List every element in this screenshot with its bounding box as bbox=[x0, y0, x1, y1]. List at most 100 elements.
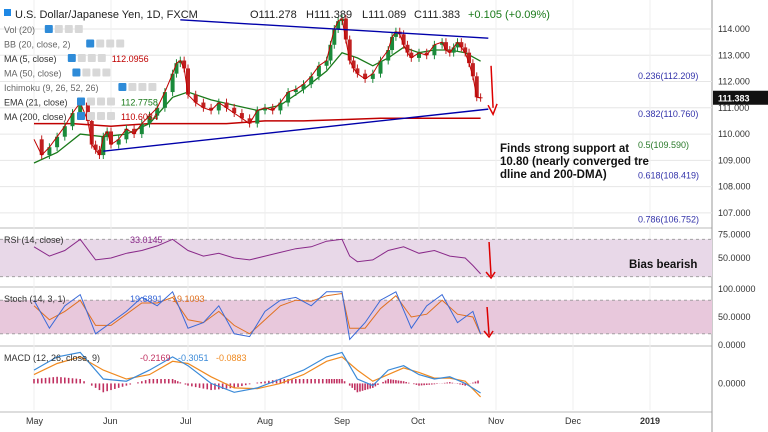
candle-body bbox=[224, 102, 229, 108]
candle-body bbox=[155, 107, 160, 116]
trendline-support bbox=[103, 108, 489, 152]
legend-control-icon[interactable] bbox=[64, 25, 73, 33]
fib-level-label: 0.786(106.752) bbox=[638, 214, 699, 224]
chart-title: U.S. Dollar/Japanese Yen, 1D, FXCM bbox=[15, 9, 198, 21]
x-tick-label: Nov bbox=[488, 416, 505, 426]
rsi-bearish-arrow bbox=[488, 241, 492, 277]
legend-item-value: 110.6034 bbox=[121, 112, 158, 122]
price-line bbox=[33, 17, 481, 157]
x-tick-label: Jul bbox=[180, 416, 192, 426]
x-tick-label: Oct bbox=[411, 416, 426, 426]
price-tick-label: 114.000 bbox=[718, 24, 750, 34]
legend-control-icon[interactable] bbox=[107, 112, 115, 120]
candle-body bbox=[451, 47, 456, 53]
legend-control-icon[interactable] bbox=[44, 25, 53, 33]
x-tick-label: 2019 bbox=[640, 416, 660, 426]
legend-control-icon[interactable] bbox=[97, 97, 105, 106]
candle-body bbox=[170, 73, 175, 93]
legend-control-icon[interactable] bbox=[77, 97, 85, 106]
candle-body bbox=[443, 42, 448, 51]
ma200-line bbox=[34, 117, 481, 127]
candle-body bbox=[89, 120, 94, 145]
candle-body bbox=[278, 102, 283, 111]
candle-body bbox=[459, 42, 464, 48]
candle-body bbox=[201, 102, 206, 108]
candle-body bbox=[78, 102, 83, 114]
legend-control-icon[interactable] bbox=[87, 97, 95, 106]
x-tick-label: May bbox=[26, 416, 44, 426]
macd-signal-value: -0.3051 bbox=[178, 353, 209, 363]
legend-control-icon[interactable] bbox=[96, 39, 105, 48]
legend-control-icon[interactable] bbox=[87, 112, 95, 120]
annotation-support: Finds strong support at 10.80 (nearly co… bbox=[500, 143, 652, 181]
legend-control-icon[interactable] bbox=[107, 97, 115, 106]
x-tick-label: Sep bbox=[334, 416, 350, 426]
legend-control-icon[interactable] bbox=[148, 83, 157, 91]
candle-body bbox=[370, 73, 375, 79]
candle-body bbox=[447, 50, 452, 53]
candle-body bbox=[97, 149, 102, 156]
annotation-bias: Bias bearish bbox=[629, 259, 697, 271]
stoch-tick-label: 100.0000 bbox=[718, 284, 756, 294]
legend-control-icon[interactable] bbox=[97, 112, 105, 120]
main-panel: 0.236(112.209) 0.382(110.760) 0.5(109.590)… bbox=[33, 14, 699, 224]
legend-control-icon[interactable] bbox=[116, 39, 125, 48]
candle-body bbox=[55, 136, 60, 148]
legend-item-label: Ichimoku (9, 26, 52, 26) bbox=[4, 83, 99, 93]
last-price-tag bbox=[713, 90, 768, 105]
legend-control-icon[interactable] bbox=[118, 83, 127, 91]
candle-body bbox=[390, 36, 395, 51]
ohlc-change: +0.105 (+0.09%) bbox=[468, 9, 550, 21]
legend-control-icon[interactable] bbox=[106, 39, 115, 48]
fib-level-label: 0.5(109.590) bbox=[638, 140, 689, 150]
candle-body bbox=[378, 60, 383, 74]
candle-body bbox=[247, 118, 252, 124]
legend-control-icon[interactable] bbox=[77, 112, 85, 120]
fib-level-label: 0.382(110.760) bbox=[638, 109, 698, 119]
candle-body bbox=[139, 123, 144, 135]
legend-control-icon[interactable] bbox=[67, 54, 76, 62]
candle-body bbox=[239, 113, 244, 119]
fib-level-label: 0.618(108.419) bbox=[638, 171, 699, 181]
candle-body bbox=[401, 34, 406, 45]
trendline-resistance bbox=[180, 19, 489, 39]
legend-control-icon[interactable] bbox=[138, 83, 147, 91]
legend-control-icon[interactable] bbox=[86, 39, 95, 48]
legend-control-icon[interactable] bbox=[102, 68, 111, 77]
legend-control-icon[interactable] bbox=[72, 68, 81, 77]
macd-line bbox=[33, 351, 481, 394]
legend-control-icon[interactable] bbox=[82, 68, 91, 77]
last-price-label: 111.383 bbox=[718, 94, 750, 104]
legend-control-icon[interactable] bbox=[87, 54, 96, 62]
rsi-bearish-arrow-head bbox=[485, 271, 496, 280]
annotation-text: Finds strong support at 10.80 (nearly co… bbox=[500, 143, 652, 181]
candle-body bbox=[193, 94, 198, 103]
candle-body bbox=[124, 128, 129, 140]
candle-body bbox=[286, 92, 291, 103]
legend-control-icon[interactable] bbox=[92, 68, 101, 77]
candle-body bbox=[293, 89, 298, 93]
legend-item-label: MA (50, close) bbox=[4, 69, 62, 79]
legend-control-icon[interactable] bbox=[77, 54, 86, 62]
macd-hist-value: -0.0883 bbox=[216, 353, 247, 363]
legend-control-icon[interactable] bbox=[97, 54, 106, 62]
legend-control-icon[interactable] bbox=[128, 83, 137, 91]
price-tick-label: 112.000 bbox=[718, 77, 750, 87]
ohlc-close: C111.383 bbox=[414, 9, 460, 21]
macd-signal-line bbox=[33, 356, 482, 398]
candle-body bbox=[116, 139, 121, 145]
legend-control-icon[interactable] bbox=[54, 25, 63, 33]
stoch-tick-label: 0.0000 bbox=[718, 340, 746, 350]
collapse-arrow-icon[interactable] bbox=[4, 9, 11, 16]
candle-body bbox=[474, 76, 479, 98]
title-row: U.S. Dollar/Japanese Yen, 1D, FXCM O111.… bbox=[4, 9, 550, 21]
price-tick-label: 110.000 bbox=[718, 129, 750, 139]
legend-control-icon[interactable] bbox=[74, 25, 83, 33]
price-tick-label: 107.000 bbox=[718, 208, 751, 218]
ohlc-open: O111.278 bbox=[250, 9, 297, 21]
candle-body bbox=[328, 44, 333, 61]
candle-body bbox=[147, 115, 152, 124]
candle-body bbox=[424, 52, 429, 56]
candle-body bbox=[351, 60, 356, 69]
